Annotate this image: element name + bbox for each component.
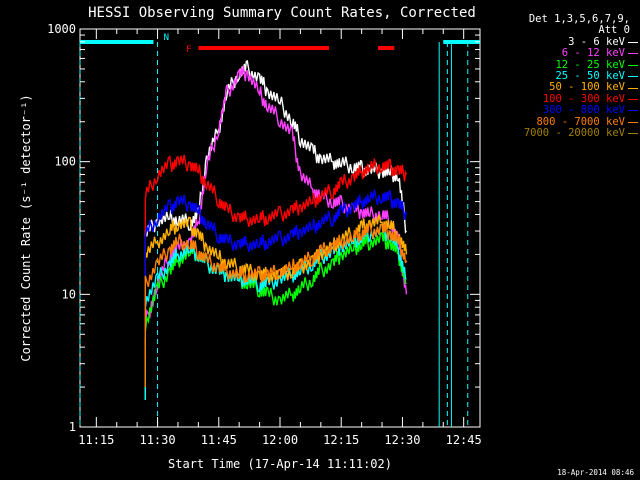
legend-swatch bbox=[628, 76, 638, 78]
legend-entry: 7000 - 20000 keV bbox=[486, 127, 638, 140]
legend-entry-label: 50 - 100 keV bbox=[549, 81, 625, 94]
footer-date: 18-Apr-2014 08:46 bbox=[557, 468, 634, 477]
y-tick-label: 1 bbox=[69, 420, 76, 434]
legend-entry-label: 100 - 300 keV bbox=[542, 92, 625, 105]
legend-entry: 6 - 12 keV bbox=[486, 47, 638, 60]
flag-layer: NF bbox=[79, 33, 480, 427]
legend-entry: 3 - 6 keV bbox=[486, 35, 638, 48]
legend-entry-label: 25 - 50 keV bbox=[555, 70, 625, 83]
legend-entry-label: 800 - 7000 keV bbox=[536, 115, 625, 128]
legend-swatch bbox=[628, 133, 638, 135]
legend-header-line-1: Det 1,3,5,6,7,9, bbox=[528, 13, 630, 25]
y-axis-label: Corrected Count Rate (s⁻¹ detector⁻¹) bbox=[19, 94, 33, 361]
series-line-12-25-kev bbox=[144, 232, 407, 400]
series-line-300-800-kev bbox=[144, 189, 408, 339]
legend-swatch bbox=[628, 121, 638, 123]
y-tick-label: 100 bbox=[54, 155, 76, 169]
legend-entry: 25 - 50 keV bbox=[486, 70, 638, 83]
series-line-50-100-kev bbox=[144, 214, 408, 358]
plot-frame bbox=[79, 28, 481, 428]
legend-swatch bbox=[628, 42, 638, 44]
flare-flag-label: F bbox=[186, 45, 191, 55]
x-tick-label: 11:45 bbox=[201, 433, 237, 447]
y-tick-label: 10 bbox=[62, 287, 76, 301]
legend-entry-label: 300 - 800 keV bbox=[542, 104, 625, 117]
legend-entry-label: 6 - 12 keV bbox=[561, 47, 625, 60]
legend-swatch bbox=[628, 64, 638, 66]
night-flag-label: N bbox=[164, 33, 169, 43]
series-line-25-50-kev bbox=[144, 223, 407, 400]
legend-entry: 800 - 7000 keV bbox=[486, 115, 638, 128]
chart-title: HESSI Observing Summary Count Rates, Cor… bbox=[88, 5, 476, 21]
legend-entry-label: 3 - 6 keV bbox=[568, 35, 625, 48]
legend-rows: 3 - 6 keV 6 - 12 keV 12 - 25 keV 25 - 50 ke… bbox=[486, 35, 638, 140]
x-tick-label: 12:00 bbox=[262, 433, 298, 447]
legend-swatch bbox=[628, 99, 638, 101]
x-tick-label: 11:15 bbox=[78, 433, 114, 447]
x-tick-label: 12:30 bbox=[384, 433, 420, 447]
legend-entry: 100 - 300 keV bbox=[486, 92, 638, 105]
legend-swatch bbox=[628, 110, 638, 112]
x-tick-label: 12:15 bbox=[323, 433, 359, 447]
x-tick-label: 12:45 bbox=[446, 433, 482, 447]
legend-entry-label: 12 - 25 keV bbox=[555, 58, 625, 71]
legend-entry: 50 - 100 keV bbox=[486, 82, 638, 93]
series-layer bbox=[144, 60, 408, 400]
legend-swatch bbox=[628, 53, 638, 55]
series-line-100-300-kev bbox=[144, 154, 408, 300]
x-tick-label: 11:30 bbox=[139, 433, 175, 447]
legend-entry: 300 - 800 keV bbox=[486, 104, 638, 117]
x-axis-label: Start Time (17-Apr-14 11:11:02) bbox=[168, 457, 392, 471]
series-line-800-7000-kev bbox=[144, 222, 408, 388]
legend-header-line-2: Att 0 bbox=[598, 24, 630, 37]
legend-entry: 12 - 25 keV bbox=[486, 58, 638, 71]
y-tick-label: 1000 bbox=[47, 22, 76, 36]
legend-entry-label: 7000 - 20000 keV bbox=[523, 127, 625, 140]
axis-layer: 1 10 100 1000 11:15 11:30 11:45 12:00 12:15 12:30… bbox=[47, 22, 482, 447]
legend-swatch bbox=[628, 87, 638, 89]
legend: Det 1,3,5,6,7,9, Att 0 3 - 6 keV 6 - 12 k… bbox=[486, 13, 638, 140]
